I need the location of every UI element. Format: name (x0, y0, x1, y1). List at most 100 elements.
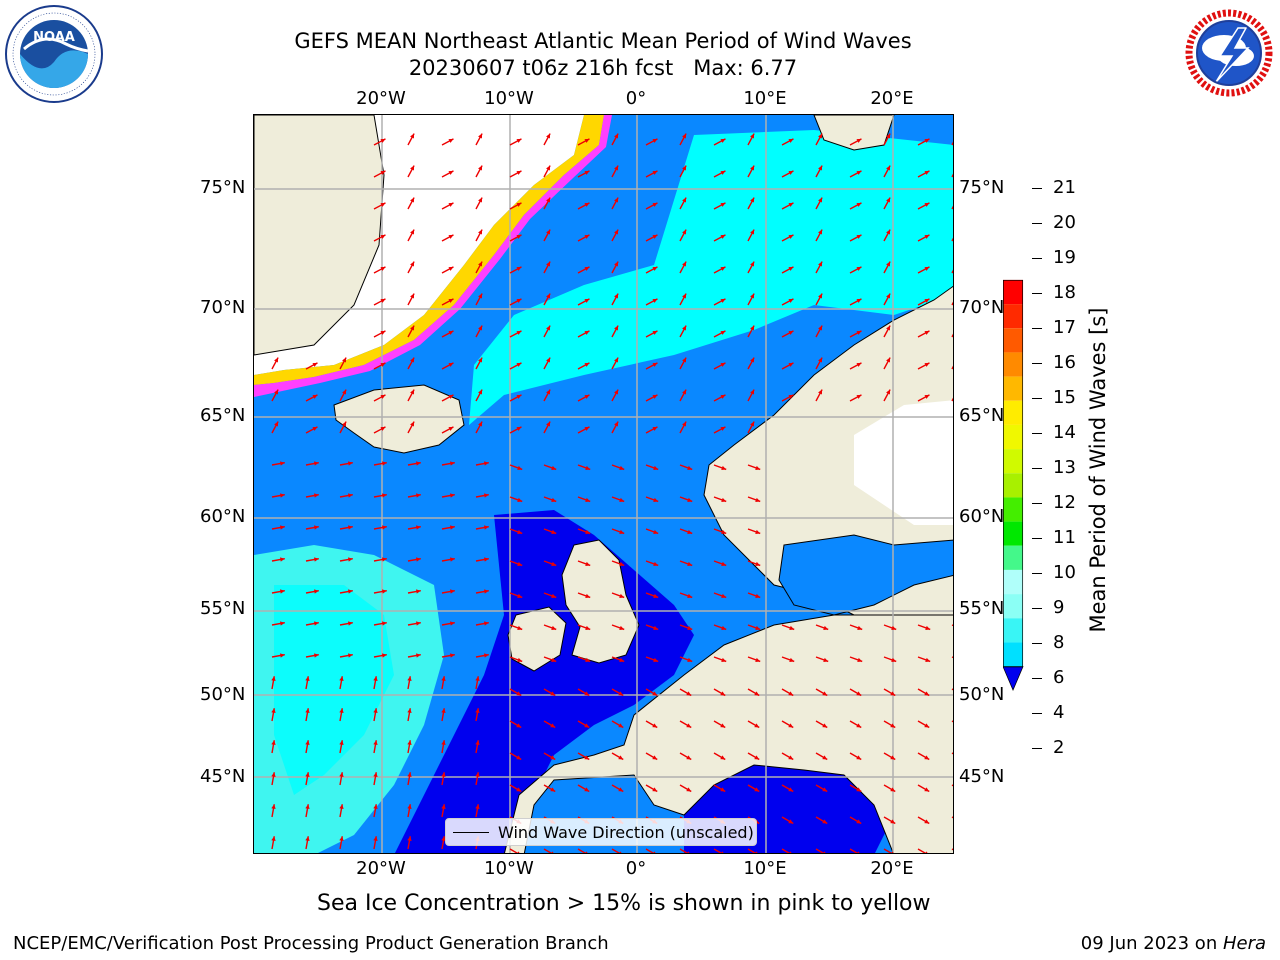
colorbar-tick-mark-8 (1032, 643, 1042, 644)
footer-left: NCEP/EMC/Verification Post Processing Pr… (13, 933, 609, 954)
wind-arrow-head-314 (754, 691, 760, 696)
colorbar-tick-14: 14 (1053, 422, 1076, 443)
wind-arrow-head-87 (886, 261, 891, 267)
wind-arrow-head-195 (687, 465, 693, 470)
wind-arrow-head-416 (653, 851, 656, 853)
wind-arrow-head-76 (516, 266, 522, 271)
land-svalbard (813, 115, 895, 151)
wind-arrow-head-58 (516, 234, 522, 239)
wind-arrow-head-19 (410, 165, 415, 171)
wind-arrow-head-245 (347, 589, 353, 594)
map-gridlines (254, 115, 953, 853)
colorbar-tick-10: 10 (1053, 562, 1076, 583)
wind-arrow-head-313 (720, 691, 726, 696)
wind-arrow-head-152 (448, 394, 454, 399)
lat-label-right-50n: 50°N (959, 684, 1005, 705)
wind-arrow-head-364 (305, 772, 310, 778)
colorbar-cell-14 (1003, 304, 1024, 329)
wind-arrow-head-25 (614, 165, 619, 171)
lat-label-right-55n: 55°N (959, 598, 1005, 619)
wind-arrow-head-374 (652, 787, 658, 792)
wind-arrow-head-72 (380, 266, 386, 271)
wind-arrow-head-157 (614, 389, 619, 395)
wind-arrow-head-372 (584, 787, 590, 792)
wind-arrow-head-18 (380, 170, 386, 175)
wind-arrow-head-222 (585, 529, 591, 534)
colorbar-tick-8: 8 (1053, 632, 1065, 653)
colorbar-extend-min (1003, 666, 1024, 691)
wind-arrow-head-208 (619, 497, 625, 502)
wind-arrow-head-147 (274, 389, 279, 395)
wind-arrow-head-256 (721, 593, 727, 598)
wind-arrow-head-174 (478, 421, 483, 427)
colorbar-tick-12: 12 (1053, 492, 1076, 513)
wind-arrow-416 (645, 848, 655, 853)
wind-arrow-head-103 (818, 293, 823, 299)
wind-arrow-head-304 (407, 676, 412, 682)
colorbar-tick-mark-10 (1032, 573, 1042, 574)
wind-arrow-head-196 (721, 465, 727, 470)
wind-arrow-head-401 (856, 819, 862, 824)
wind-arrow-head-123 (886, 325, 891, 331)
wind-arrow-head-114 (584, 330, 590, 335)
wind-arrow-head-333 (686, 723, 692, 728)
colorbar-tick-mark-6 (1032, 678, 1042, 679)
wind-arrow-head-136 (614, 357, 619, 363)
land-europe (503, 614, 953, 853)
wind-arrow-head-335 (754, 723, 760, 728)
wind-arrow-head-78 (584, 266, 590, 271)
wind-arrow-head-402 (890, 819, 896, 824)
wind-arrow-head-60 (584, 234, 590, 239)
colorbar-cell-8 (1003, 449, 1024, 474)
wind-arrow-head-288 (585, 657, 591, 662)
wind-arrow-head-127 (312, 362, 318, 367)
wind-arrow-head-212 (755, 497, 761, 502)
colorbar-cell-5 (1003, 521, 1024, 546)
lat-label-left-50n: 50°N (200, 684, 246, 705)
wind-arrow-head-57 (478, 229, 483, 235)
wind-arrow-head-206 (551, 497, 557, 502)
colorbar-tick-11: 11 (1053, 527, 1076, 548)
colorbar-tick-mark-13 (1032, 468, 1042, 469)
wind-arrow-head-133 (516, 362, 522, 367)
wind-arrow-412 (509, 848, 519, 853)
colorbar-label: Mean Period of Wind Waves [s] (1086, 307, 1110, 633)
wind-arrow-head-31 (818, 165, 823, 171)
colorbar-tick-19: 19 (1053, 247, 1076, 268)
wind-arrow-head-229 (313, 557, 319, 562)
wind-arrow-head-153 (478, 389, 483, 395)
wind-arrow-head-420 (789, 851, 792, 853)
wind-arrow-head-70 (924, 234, 930, 239)
wind-arrow-head-52 (924, 202, 930, 207)
wind-arrow-head-250 (517, 593, 523, 598)
wind-arrow-head-371 (550, 787, 556, 792)
wind-arrow-head-117 (682, 325, 687, 331)
wind-arrow-head-246 (381, 589, 387, 594)
wind-arrow-head-39 (478, 197, 483, 203)
lon-label-bottom-10w: 10°W (484, 858, 534, 879)
wind-arrow-head-0 (380, 138, 386, 143)
wind-arrow-head-12 (788, 138, 794, 143)
colorbar-tick-9: 9 (1053, 597, 1065, 618)
colorbar-cell-7 (1003, 473, 1024, 498)
wind-arrow-head-375 (686, 787, 692, 792)
map-legend: Wind Wave Direction (unscaled) (445, 818, 757, 846)
lon-label-bottom-20w: 20°W (356, 858, 406, 879)
wind-arrow-head-36 (380, 202, 386, 207)
wind-arrow-head-365 (339, 772, 344, 778)
wind-wave-arrows (271, 133, 953, 853)
wind-arrow-head-49 (818, 197, 823, 203)
wind-arrow-head-244 (313, 589, 319, 594)
wind-arrow-head-293 (755, 657, 761, 662)
wind-arrow-head-15 (886, 133, 891, 139)
wind-arrow-head-349 (516, 755, 522, 760)
wind-arrow-head-298 (925, 657, 931, 662)
wind-arrow-head-7 (614, 133, 619, 139)
wind-arrow-head-327 (475, 708, 480, 714)
colorbar-tick-mark-11 (1032, 538, 1042, 539)
wind-arrow-head-384 (271, 804, 276, 810)
wind-arrow-head-41 (546, 197, 551, 203)
wind-arrow-head-63 (682, 229, 687, 235)
wind-arrow-head-61 (614, 229, 619, 235)
wind-arrow-head-225 (687, 529, 693, 534)
